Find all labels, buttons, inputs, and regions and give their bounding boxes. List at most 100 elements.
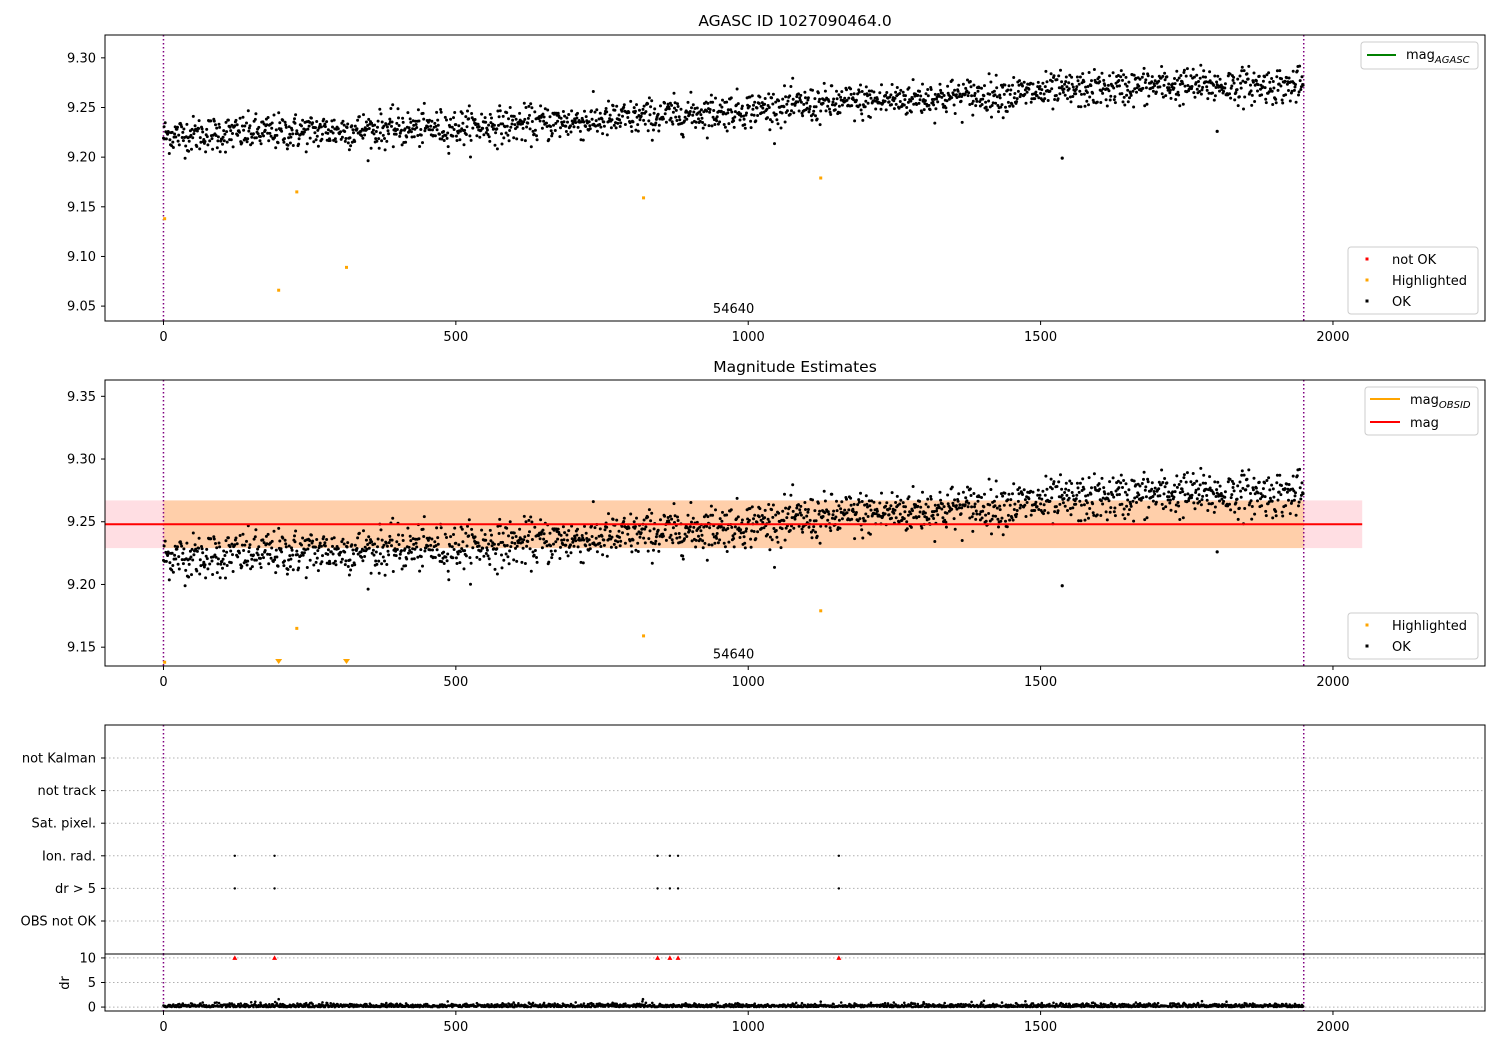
ok-point [526, 540, 530, 543]
ok-point [1182, 473, 1186, 477]
ok-point [751, 107, 755, 111]
ok-point [602, 124, 606, 128]
ok-point [423, 129, 427, 133]
ok-point [1249, 499, 1253, 503]
highlighted-point [295, 190, 299, 194]
ok-point [903, 98, 907, 102]
ok-point [202, 565, 206, 569]
ok-point [193, 124, 197, 128]
ok-point [261, 538, 265, 542]
ok-point [250, 557, 254, 561]
ok-point [695, 520, 699, 524]
ok-point [228, 125, 232, 129]
ok-point [595, 108, 599, 112]
ok-point [622, 520, 626, 523]
ok-point [602, 543, 606, 547]
ok-point [1159, 483, 1163, 487]
ok-point [375, 562, 379, 566]
ok-point [816, 501, 820, 505]
ok-point [452, 548, 456, 551]
ok-point [653, 542, 657, 546]
ok-point [932, 103, 936, 107]
ok-point [1260, 504, 1264, 508]
ok-point [1049, 477, 1053, 481]
ok-point [449, 117, 453, 121]
panel-2-title: Magnitude Estimates [713, 358, 877, 376]
ok-point [770, 96, 774, 100]
ok-point [170, 130, 174, 134]
ok-point [750, 113, 754, 117]
ok-point [1240, 469, 1244, 473]
ok-point [784, 526, 788, 530]
ok-point [443, 115, 447, 119]
ok-point [1232, 75, 1236, 79]
ok-point [1125, 84, 1129, 88]
ok-point [225, 550, 229, 554]
ok-point [984, 519, 988, 523]
ok-point [1284, 93, 1288, 97]
ok-point [1146, 74, 1150, 78]
ok-point [651, 541, 655, 545]
ok-point [635, 532, 639, 536]
ok-point [615, 104, 619, 108]
ok-point [1084, 494, 1088, 498]
ok-point [422, 535, 426, 538]
ok-point [306, 547, 310, 551]
ok-point [811, 528, 815, 532]
ok-point [1009, 498, 1013, 502]
ok-point [1010, 516, 1014, 520]
ok-point [633, 525, 637, 529]
ok-point [1092, 68, 1096, 71]
ok-point [652, 548, 655, 552]
ok-point [865, 502, 869, 506]
ok-point [691, 530, 695, 534]
ok-point [1283, 487, 1287, 491]
ok-point [914, 503, 917, 507]
ok-point [890, 516, 893, 520]
ok-point [262, 556, 265, 560]
ok-point [638, 535, 642, 539]
ok-point [1194, 81, 1198, 85]
ok-point [1231, 78, 1235, 82]
ok-point [593, 110, 597, 114]
ok-point [830, 492, 834, 496]
ok-point [781, 97, 785, 101]
ok-point [488, 528, 492, 532]
ok-point [1202, 473, 1206, 477]
ok-point [479, 549, 483, 553]
ok-point [1226, 74, 1230, 78]
ok-point [323, 125, 327, 129]
ok-point [1215, 550, 1219, 554]
ok-point [907, 86, 911, 90]
ok-point [391, 516, 395, 520]
ok-point [250, 141, 254, 145]
ok-point [852, 92, 856, 96]
ok-point [278, 539, 282, 543]
ok-point [283, 137, 286, 141]
ok-point [438, 132, 441, 136]
ok-point [561, 110, 565, 113]
y-tick-label: 9.20 [67, 578, 96, 593]
ok-point [1287, 483, 1291, 486]
ok-point [1247, 64, 1251, 68]
ok-point [291, 144, 295, 147]
ok-point [256, 553, 260, 557]
ok-point [381, 555, 385, 559]
ok-point [1168, 498, 1172, 502]
ok-point [340, 135, 344, 139]
ok-point [978, 512, 982, 516]
ok-point [806, 96, 810, 100]
ok-point [1174, 510, 1178, 514]
ok-point [1171, 82, 1175, 86]
ok-point [1036, 85, 1040, 89]
ok-point [868, 115, 872, 119]
ok-point [705, 109, 709, 113]
ok-point [939, 88, 943, 92]
ok-point [1001, 85, 1005, 89]
ok-point [1205, 85, 1209, 89]
ok-point [542, 119, 546, 123]
dr-point [512, 1001, 515, 1004]
ok-point [858, 517, 862, 521]
ok-point [385, 125, 389, 129]
ok-point [1003, 83, 1007, 87]
